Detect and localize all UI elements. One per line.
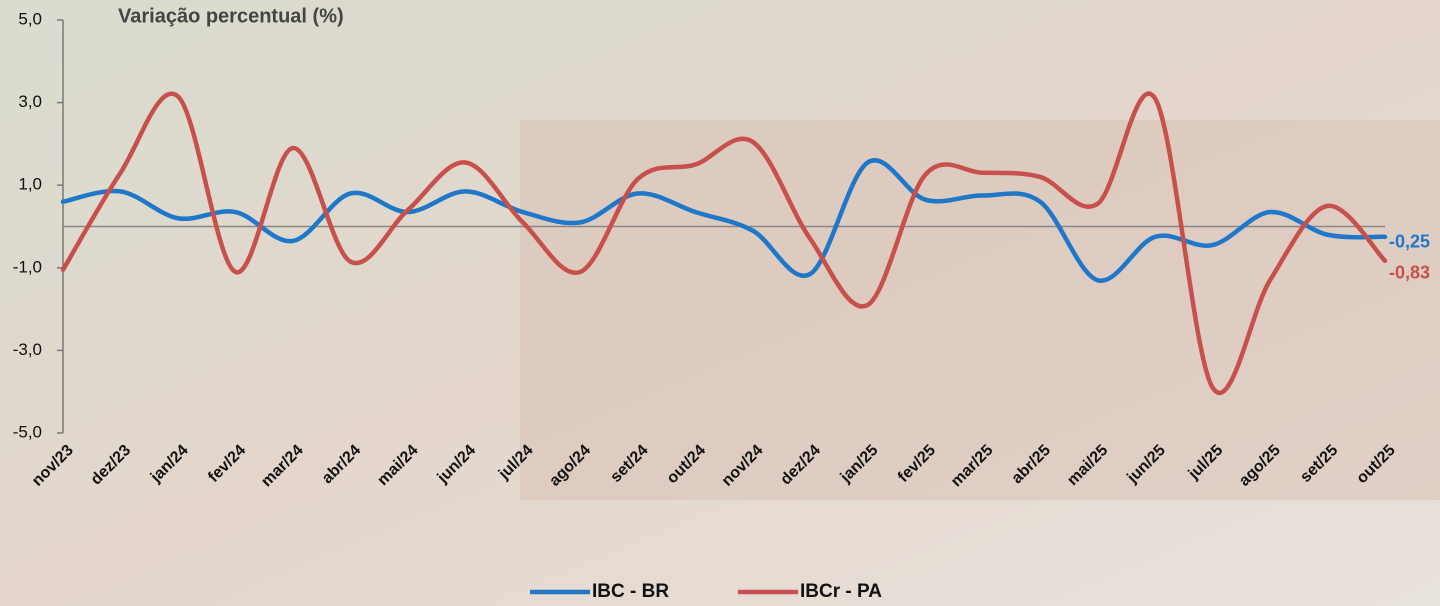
line-series xyxy=(60,91,1388,395)
data-label: -0,25 xyxy=(1389,232,1430,252)
background-shape xyxy=(520,120,1440,500)
y-tick-label: 1,0 xyxy=(18,175,42,194)
legend-label: IBCr - PA xyxy=(800,581,882,602)
y-tick-label: -3,0 xyxy=(13,340,42,359)
y-tick-label: 3,0 xyxy=(18,92,42,111)
y-tick-label: 5,0 xyxy=(18,9,42,28)
legend-label: IBC - BR xyxy=(592,581,669,602)
y-tick-label: -5,0 xyxy=(13,422,42,441)
line-series xyxy=(60,158,1388,283)
y-tick-label: -1,0 xyxy=(13,257,42,276)
data-label: -0,83 xyxy=(1389,263,1430,283)
chart-title: Variação percentual (%) xyxy=(118,5,344,27)
